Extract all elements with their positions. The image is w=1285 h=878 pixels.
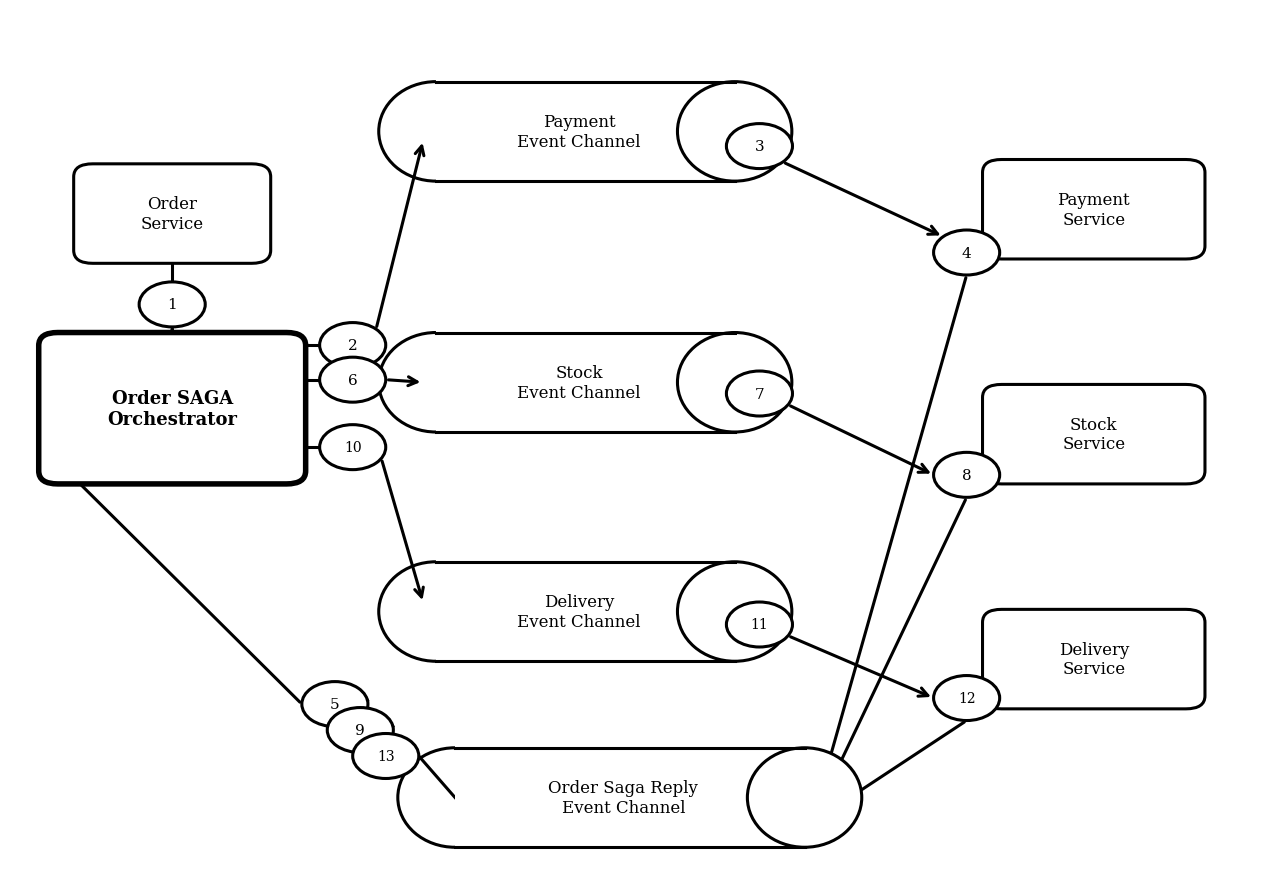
Text: 2: 2 xyxy=(348,339,357,353)
Circle shape xyxy=(320,323,385,368)
Circle shape xyxy=(320,357,385,403)
Circle shape xyxy=(934,231,1000,276)
Bar xyxy=(436,83,735,182)
Bar xyxy=(455,748,804,847)
Text: 13: 13 xyxy=(377,749,394,763)
FancyBboxPatch shape xyxy=(39,333,306,485)
Text: 9: 9 xyxy=(356,723,365,738)
Text: 6: 6 xyxy=(348,373,357,387)
Circle shape xyxy=(934,676,1000,721)
Text: 12: 12 xyxy=(957,691,975,705)
Text: 5: 5 xyxy=(330,697,339,711)
Circle shape xyxy=(726,602,793,647)
Text: 10: 10 xyxy=(344,441,361,455)
FancyBboxPatch shape xyxy=(73,165,271,264)
Ellipse shape xyxy=(677,333,792,433)
Circle shape xyxy=(726,125,793,169)
FancyBboxPatch shape xyxy=(983,161,1205,260)
Text: Delivery
Service: Delivery Service xyxy=(1059,641,1130,678)
Text: Stock
Service: Stock Service xyxy=(1063,416,1126,453)
Circle shape xyxy=(139,283,206,327)
Circle shape xyxy=(302,682,368,727)
Circle shape xyxy=(320,425,385,470)
FancyBboxPatch shape xyxy=(983,609,1205,709)
Circle shape xyxy=(934,453,1000,498)
Text: 11: 11 xyxy=(750,618,768,632)
Text: Order SAGA
Orchestrator: Order SAGA Orchestrator xyxy=(107,389,238,428)
FancyBboxPatch shape xyxy=(983,385,1205,485)
Bar xyxy=(436,562,735,661)
Circle shape xyxy=(726,371,793,416)
Ellipse shape xyxy=(677,83,792,182)
Text: 8: 8 xyxy=(961,468,971,482)
Text: Stock
Event Channel: Stock Event Channel xyxy=(517,364,641,401)
Text: Delivery
Event Channel: Delivery Event Channel xyxy=(517,594,641,630)
Ellipse shape xyxy=(677,562,792,661)
Circle shape xyxy=(352,734,419,779)
Text: Payment
Service: Payment Service xyxy=(1058,191,1130,228)
Circle shape xyxy=(328,708,393,752)
Ellipse shape xyxy=(748,748,862,847)
Bar xyxy=(436,333,735,433)
Text: 4: 4 xyxy=(961,246,971,260)
Text: Order Saga Reply
Event Channel: Order Saga Reply Event Channel xyxy=(549,780,698,816)
Text: Order
Service: Order Service xyxy=(140,196,204,233)
Text: 7: 7 xyxy=(754,387,765,401)
Text: 3: 3 xyxy=(754,140,765,154)
Text: Payment
Event Channel: Payment Event Channel xyxy=(517,114,641,150)
Text: 1: 1 xyxy=(167,298,177,312)
